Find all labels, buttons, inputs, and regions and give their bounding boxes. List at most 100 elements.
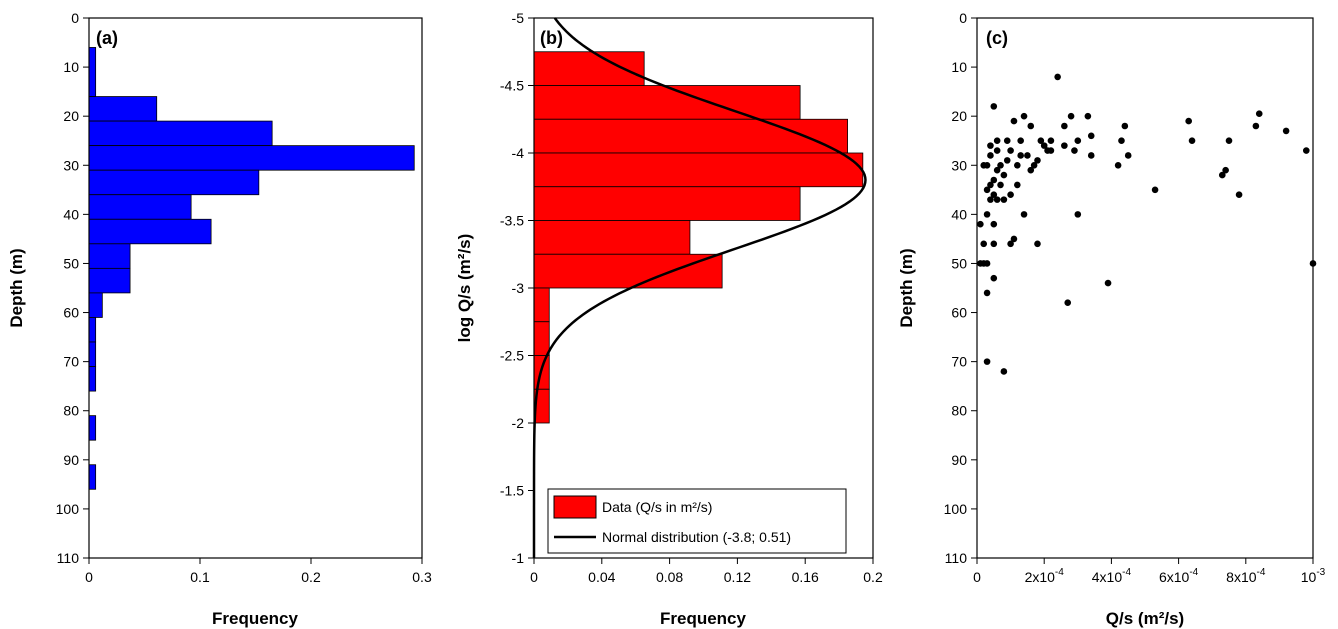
- x-tick-label-c-3: 6x10-4: [1159, 567, 1199, 585]
- bar-b-2: [533, 118, 848, 154]
- bar-a-5: [88, 194, 192, 220]
- bar-a-3: [88, 145, 415, 171]
- x-tick-label-c-5: 10-3: [1301, 567, 1326, 585]
- panel-c-points: [977, 73, 1317, 375]
- scatter-point-0: [1054, 73, 1061, 81]
- scatter-point-61: [1034, 240, 1041, 248]
- x-tick-label-a-0: 0: [85, 569, 93, 585]
- y-tick-label-a-10: 100: [56, 501, 80, 517]
- y-tick-label-c-4: 40: [951, 206, 967, 222]
- scatter-point-23: [1218, 171, 1226, 179]
- scatter-point-8: [1061, 122, 1068, 130]
- scatter-point-11: [1087, 132, 1095, 140]
- bar-a-0: [88, 47, 97, 97]
- scatter-point-55: [1000, 196, 1008, 203]
- y-tick-label-c-2: 20: [951, 108, 967, 124]
- y-tick-label-a-11: 110: [57, 550, 80, 566]
- x-tick-label-c-1: 2x10-4: [1025, 567, 1065, 585]
- scatter-point-75: [983, 358, 991, 365]
- y-tick-label-a-0: 0: [71, 10, 79, 26]
- scatter-point-38: [1014, 161, 1021, 169]
- bar-b-6: [533, 253, 723, 289]
- scatter-point-6: [1037, 137, 1045, 145]
- scatter-point-81: [987, 142, 994, 149]
- y-tick-label-c-9: 90: [951, 452, 967, 468]
- panel-a-x-axis-label: Frequency: [212, 609, 299, 628]
- panel-b-x-axis-label: Frequency: [660, 609, 747, 628]
- y-tick-label-c-0: 0: [959, 10, 967, 26]
- scatter-point-28: [1074, 137, 1082, 145]
- panel-c-label: (c): [986, 28, 1008, 48]
- scatter-point-60: [1007, 240, 1014, 248]
- y-tick-label-a-3: 30: [63, 157, 79, 173]
- y-tick-label-c-8: 80: [951, 403, 967, 419]
- scatter-point-70: [977, 260, 984, 267]
- x-tick-label-b-0: 0: [530, 569, 538, 585]
- panel-c-y-axis-label: Depth (m): [897, 248, 916, 327]
- panel-b-y-axis-label: log Q/s (m²/s): [455, 234, 474, 343]
- scatter-point-53: [983, 186, 991, 194]
- y-tick-label-b-7: -1.5: [500, 483, 524, 499]
- bar-b-7: [533, 287, 550, 323]
- scatter-point-52: [987, 196, 994, 203]
- scatter-point-35: [1027, 166, 1035, 174]
- bar-b-4: [533, 186, 801, 221]
- panel-b-bars: [533, 51, 864, 424]
- bar-b-1: [533, 85, 801, 120]
- legend-entry-normal: Normal distribution (-3.8; 0.51): [602, 529, 791, 545]
- y-tick-label-b-6: -2: [512, 415, 525, 431]
- y-tick-label-c-11: 110: [945, 550, 968, 566]
- bar-b-5: [533, 220, 691, 255]
- scatter-point-71: [990, 274, 998, 282]
- scatter-point-1: [990, 103, 998, 110]
- panel-a-bars: [88, 47, 415, 490]
- scatter-point-21: [1225, 137, 1233, 145]
- scatter-point-14: [1118, 137, 1125, 145]
- y-tick-label-b-0: -5: [512, 10, 525, 26]
- scatter-point-57: [1014, 181, 1021, 189]
- y-tick-label-a-7: 70: [63, 354, 79, 370]
- scatter-point-34: [1034, 157, 1041, 164]
- scatter-point-18: [1252, 122, 1260, 130]
- scatter-point-48: [987, 152, 994, 159]
- bar-a-13: [88, 415, 97, 441]
- bar-a-10: [88, 317, 97, 343]
- scatter-point-80: [993, 137, 1001, 145]
- panel-a-ticks: 0 0.1 0.2 0.3 0 10 20 30 40 50 60 70 80 90 100 110: [56, 10, 432, 585]
- y-tick-label-b-8: -1: [512, 550, 525, 566]
- y-tick-label-c-6: 60: [951, 305, 967, 321]
- y-tick-label-a-6: 60: [63, 305, 79, 321]
- x-tick-label-b-1: 0.04: [588, 569, 615, 585]
- x-tick-label-a-1: 0.1: [190, 569, 210, 585]
- scatter-point-29: [1071, 147, 1078, 154]
- bar-a-2: [88, 120, 273, 147]
- scatter-point-37: [1017, 137, 1024, 145]
- scatter-point-43: [993, 166, 1001, 174]
- bar-a-7: [88, 243, 131, 269]
- scatter-point-79: [1030, 161, 1038, 169]
- x-tick-label-b-5: 0.2: [863, 569, 883, 585]
- scatter-point-64: [977, 220, 984, 228]
- scatter-point-58: [1020, 211, 1028, 218]
- x-tick-label-b-3: 0.12: [724, 569, 751, 585]
- legend-box: [547, 488, 847, 554]
- scatter-point-31: [1040, 142, 1048, 149]
- scatter-point-65: [990, 220, 998, 228]
- bar-a-11: [88, 341, 97, 367]
- y-tick-label-a-5: 50: [63, 255, 79, 271]
- scatter-point-22: [1222, 166, 1229, 174]
- scatter-point-5: [1027, 122, 1035, 130]
- scatter-point-2: [1003, 137, 1011, 145]
- bar-a-12: [88, 366, 97, 392]
- scatter-point-3: [1010, 117, 1018, 125]
- y-tick-label-c-3: 30: [951, 157, 967, 173]
- bar-a-4: [88, 169, 260, 196]
- scatter-point-74: [1104, 279, 1112, 287]
- scatter-point-10: [1084, 112, 1092, 120]
- scatter-point-66: [980, 240, 988, 248]
- scatter-point-15: [1185, 117, 1192, 125]
- panel-c-frame: [976, 17, 1314, 559]
- x-tick-label-c-0: 0: [973, 569, 981, 585]
